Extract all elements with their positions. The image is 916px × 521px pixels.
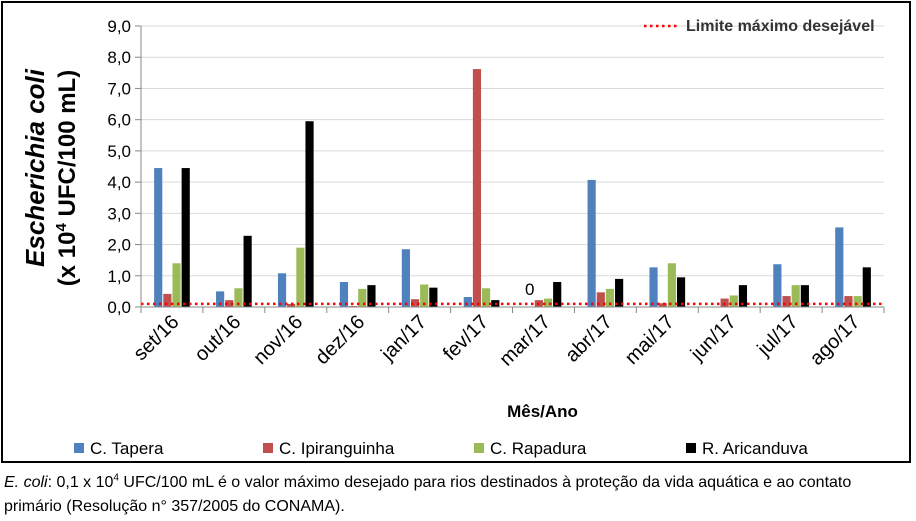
bar [305, 121, 314, 307]
bar [401, 249, 410, 307]
chart: 0,0 1,0 2,0 3,0 4,0 5,0 6,0 7,0 8,0 9,0 0 set/16 out… [20, 17, 885, 458]
x-tick-label: fev/17 [439, 311, 493, 365]
bar [596, 292, 605, 307]
bar [853, 296, 862, 307]
bar [277, 273, 287, 307]
bar [649, 267, 658, 307]
x-tick-label: jan/17 [376, 311, 431, 366]
caption-text-1: : 0,1 x 10 [47, 474, 114, 491]
bar [862, 267, 871, 307]
bar [844, 296, 853, 307]
bar [543, 298, 553, 307]
y-tick-label: 3,0 [107, 204, 131, 223]
bar [243, 235, 252, 307]
y-axis-title-name: Escherichia coli [20, 68, 50, 267]
bar [339, 282, 349, 307]
bar [658, 303, 667, 307]
legend-swatch [686, 443, 696, 453]
caption-exponent: 4 [113, 472, 119, 484]
x-tick-label: mai/17 [621, 311, 679, 369]
bar [667, 263, 676, 307]
bar [225, 300, 234, 307]
x-tick-label: jul/17 [753, 311, 803, 361]
y-tick-label: 4,0 [107, 173, 131, 192]
legend-threshold-label: Limite máximo desejável [686, 18, 875, 35]
y-axis-title-unit: (x 104 UFC/100 mL) [53, 70, 81, 286]
legend-label: R. Aricanduva [702, 439, 808, 458]
bar [358, 288, 367, 307]
x-tick-label: abr/17 [561, 311, 617, 367]
x-tick-label: ago/17 [806, 311, 865, 370]
y-tick-label: 1,0 [107, 267, 131, 286]
caption-species: E. coli [4, 474, 48, 491]
bar [367, 285, 376, 307]
bar [472, 69, 482, 307]
x-tick-label: set/16 [129, 311, 183, 365]
bar [676, 277, 686, 307]
bar [482, 288, 491, 307]
bar [420, 284, 429, 307]
bar [729, 295, 738, 307]
y-tick-label: 8,0 [107, 48, 131, 67]
bar [154, 168, 163, 307]
bar [587, 179, 596, 307]
bar [791, 285, 800, 307]
y-tick-label: 6,0 [107, 111, 131, 130]
x-tick-label: out/16 [191, 311, 246, 366]
x-tick-label: nov/16 [249, 311, 307, 369]
bar [172, 263, 181, 307]
bar [615, 278, 624, 307]
bar [738, 285, 748, 307]
bar [782, 296, 791, 307]
data-label: 0 [525, 280, 534, 299]
y-tick-label: 2,0 [107, 236, 131, 255]
x-axis-title: Mês/Ano [507, 402, 578, 421]
bar [163, 293, 172, 307]
bar [835, 227, 844, 307]
chart-frame [1, 1, 911, 463]
legend-swatch [74, 443, 84, 453]
bar [296, 247, 305, 307]
bar [553, 282, 562, 307]
legend-label: C. Tapera [90, 439, 164, 458]
bar [287, 303, 296, 307]
y-tick-label: 5,0 [107, 142, 131, 161]
figure-caption: E. coli: 0,1 x 104 UFC/100 mL é o valor … [4, 471, 909, 519]
bar [216, 291, 225, 307]
y-tick-label: 7,0 [107, 79, 131, 98]
y-tick-label: 0,0 [107, 298, 131, 317]
bar [605, 288, 615, 307]
bar [234, 288, 243, 307]
bar [429, 287, 438, 307]
bar [773, 264, 782, 307]
bar [800, 285, 809, 307]
x-tick-label: dez/16 [311, 311, 369, 369]
bar [181, 168, 190, 307]
bar [410, 299, 420, 307]
caption-text-2: UFC/100 mL é o valor máximo desejado par… [4, 474, 852, 515]
y-tick-label: 9,0 [107, 17, 131, 36]
legend-label: C. Rapadura [490, 439, 587, 458]
bar [463, 297, 472, 307]
legend-label: C. Ipiranguinha [279, 439, 395, 458]
legend-swatch [474, 443, 484, 453]
x-tick-label: jun/17 [686, 311, 741, 366]
legend-swatch [263, 443, 273, 453]
x-tick-label: mar/17 [495, 311, 555, 371]
